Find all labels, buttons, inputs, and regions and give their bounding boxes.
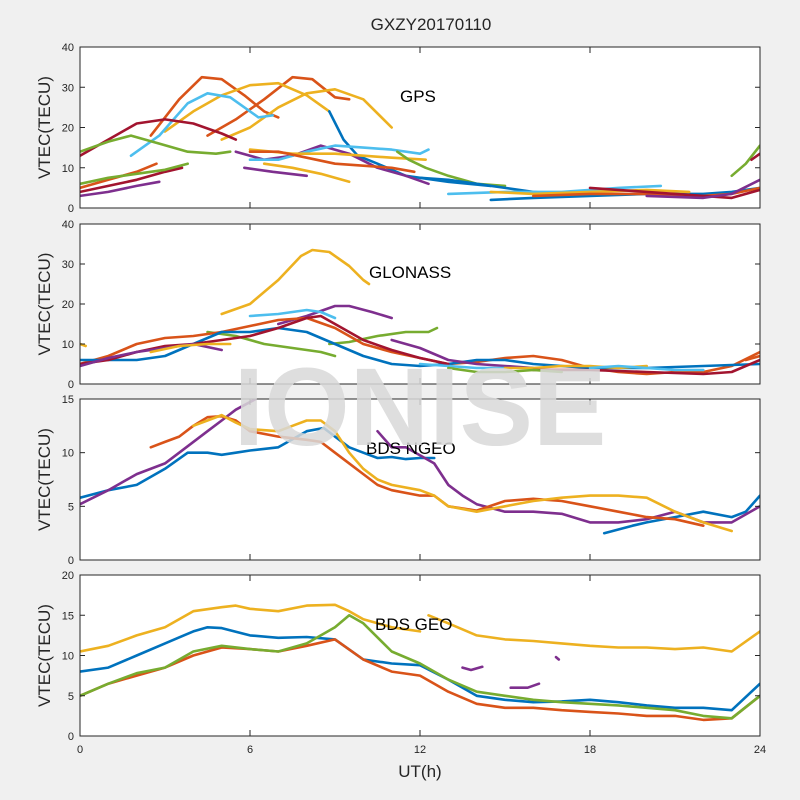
series-line-17	[80, 166, 184, 194]
x-tick-label: 18	[584, 744, 596, 756]
y-axis-label: VTEC(TECU)	[35, 76, 54, 179]
series-line-2	[602, 494, 760, 535]
series-group	[80, 248, 760, 376]
y-tick-label: 5	[68, 691, 74, 703]
series-line-1	[149, 75, 280, 137]
series-line-2	[427, 614, 760, 653]
y-tick-label: 30	[62, 82, 74, 94]
series-line-23	[489, 188, 691, 196]
y-tick-label: 0	[68, 555, 74, 567]
x-tick-label: 6	[247, 744, 253, 756]
panel-label: GLONASS	[369, 263, 451, 282]
series-line-3	[163, 81, 331, 133]
series-line-4	[220, 88, 393, 141]
x-tick-label: 0	[77, 744, 83, 756]
panel-1: 0 10 20 30 40 VTEC(TECU) GPS	[35, 42, 761, 215]
panels-group: 0 10 20 30 40 VTEC(TECU) GPS 0 10 20 30 40 VTEC(TECU…	[35, 42, 766, 756]
series-line-8	[554, 655, 561, 661]
series-line-7	[509, 682, 541, 689]
plot-area	[80, 575, 760, 736]
y-tick-label: 5	[68, 501, 74, 513]
y-tick-label: 20	[62, 299, 74, 311]
series-group	[80, 603, 760, 722]
y-tick-label: 10	[62, 339, 74, 351]
y-tick-label: 40	[62, 219, 74, 231]
series-line-4	[80, 638, 760, 722]
series-line-10	[390, 338, 535, 370]
y-tick-label: 20	[62, 570, 74, 582]
series-line-13	[149, 342, 232, 354]
series-group	[80, 75, 760, 202]
plot-area	[80, 47, 760, 208]
y-tick-label: 10	[62, 651, 74, 663]
series-line-3	[248, 308, 337, 320]
series-line-12	[248, 150, 416, 174]
chart-title: GXZY20170110	[371, 15, 492, 34]
series-line-3	[80, 399, 257, 506]
y-tick-label: 0	[68, 379, 74, 391]
panel-label: BDS NGEO	[366, 439, 456, 458]
y-tick-label: 0	[68, 731, 74, 743]
series-line-26	[645, 178, 760, 200]
series-group	[80, 399, 760, 535]
panel-label: GPS	[400, 87, 436, 106]
series-line-18	[80, 162, 189, 186]
series-line-8	[328, 110, 493, 188]
series-line-5	[328, 326, 439, 346]
y-axis-label: VTEC(TECU)	[35, 428, 54, 531]
series-line-7	[80, 326, 760, 370]
series-line-7	[80, 134, 232, 155]
x-tick-label: 12	[414, 744, 426, 756]
panel-label: BDS GEO	[375, 615, 452, 634]
series-line-18	[744, 354, 760, 362]
series-line-2	[206, 75, 351, 137]
y-tick-label: 0	[68, 203, 74, 215]
series-line-16	[588, 364, 705, 372]
panel-2: 0 10 20 30 40 VTEC(TECU) GLONASS	[35, 219, 761, 391]
y-tick-label: 30	[62, 259, 74, 271]
x-tick-label: 24	[754, 744, 766, 756]
y-tick-label: 15	[62, 394, 74, 406]
series-line-25	[588, 186, 760, 200]
series-line-19	[80, 180, 161, 198]
y-tick-label: 10	[62, 163, 74, 175]
y-axis-label: VTEC(TECU)	[35, 253, 54, 356]
series-line-6	[80, 118, 238, 157]
y-tick-label: 20	[62, 123, 74, 135]
series-line-6	[461, 665, 484, 672]
series-line-5	[80, 614, 760, 720]
series-line-12	[418, 362, 507, 370]
series-line-13	[262, 162, 351, 184]
series-line-14	[243, 166, 308, 178]
series-line-1	[80, 603, 422, 653]
series-line-15	[532, 358, 760, 376]
panel-4: 0 5 10 15 20 0 6 12 18 24 VTEC(TECU) BDS GEO	[35, 570, 766, 756]
y-tick-label: 10	[62, 448, 74, 460]
x-axis-label: UT(h)	[398, 762, 441, 781]
series-line-6	[192, 413, 733, 533]
y-axis-label: VTEC(TECU)	[35, 604, 54, 707]
y-tick-label: 40	[62, 42, 74, 54]
series-line-3	[80, 626, 760, 712]
series-line-10	[248, 144, 430, 161]
panel-3: 0 5 10 15 VTEC(TECU) BDS NGEO	[35, 394, 761, 567]
series-line-14	[503, 364, 648, 370]
series-line-28	[750, 152, 760, 161]
series-line-17	[447, 366, 563, 374]
series-line-5	[129, 92, 274, 157]
y-tick-label: 15	[62, 610, 74, 622]
series-line-4	[206, 330, 337, 358]
watermark: IONISE	[234, 346, 607, 469]
series-line-1	[220, 248, 371, 316]
series-line-27	[730, 144, 760, 178]
